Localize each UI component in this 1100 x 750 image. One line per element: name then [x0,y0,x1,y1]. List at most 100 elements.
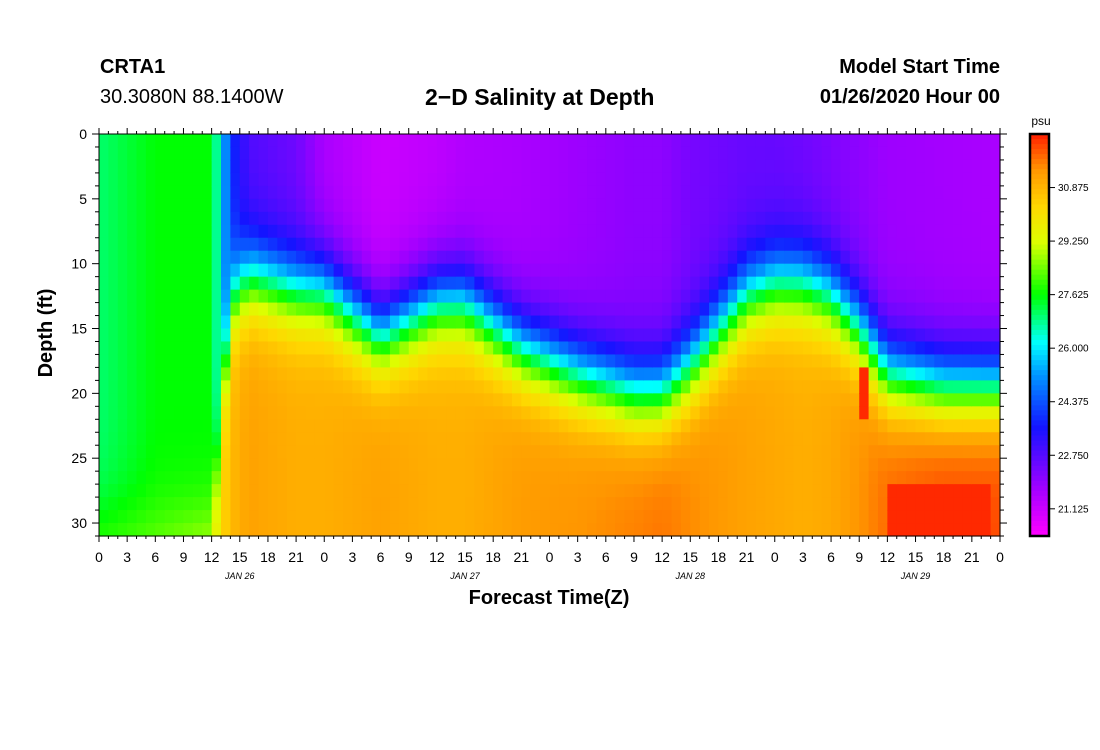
heatmap-cell [924,523,935,537]
heatmap-cell [896,250,907,265]
heatmap-cell [333,224,344,239]
heatmap-cell [192,263,203,278]
heatmap-cell [812,510,823,524]
heatmap-cell [145,393,156,407]
heatmap-cell [258,263,269,278]
heatmap-cell [859,393,870,407]
heatmap-cell [849,289,860,304]
heatmap-cell [896,159,907,174]
heatmap-cell [915,523,926,537]
heatmap-cell [962,315,973,330]
heatmap-cell [915,445,926,459]
heatmap-cell [521,211,532,226]
heatmap-cell [615,458,626,472]
heatmap-cell [314,458,325,472]
heatmap-cell [239,510,250,524]
heatmap-cell [709,289,720,304]
heatmap-cell [652,250,663,265]
heatmap-cell [239,134,250,148]
heatmap-cell [192,523,203,537]
heatmap-cell [765,146,776,161]
heatmap-cell [418,328,429,343]
heatmap-cell [127,315,138,330]
heatmap-cell [502,445,513,459]
heatmap-cell [831,302,842,317]
heatmap-cell [408,237,419,252]
colorbar-segment [1030,174,1049,180]
heatmap-cell [446,315,457,330]
heatmap-cell [427,198,438,213]
heatmap-cell [774,458,785,472]
heatmap-cell [652,276,663,291]
heatmap-cell [202,367,213,381]
heatmap-cell [155,315,166,330]
heatmap-cell [887,484,898,498]
heatmap-cell [849,341,860,356]
heatmap-cell [521,367,532,381]
heatmap-cell [812,523,823,537]
heatmap-cell [258,328,269,343]
heatmap-cell [605,497,616,511]
heatmap-cell [699,263,710,278]
heatmap-cell [953,134,964,148]
heatmap-cell [333,432,344,446]
heatmap-cell [784,289,795,304]
heatmap-cell [174,289,185,304]
heatmap-cell [990,211,1001,226]
heatmap-cell [427,484,438,498]
heatmap-cell [540,211,551,226]
heatmap-cell [436,211,447,226]
heatmap-cell [840,211,851,226]
heatmap-cell [784,367,795,381]
x-tick-label: 12 [880,549,896,565]
heatmap-cell [868,198,879,213]
heatmap-cell [286,172,297,187]
heatmap-cell [474,432,485,446]
heatmap-cell [324,393,335,407]
heatmap-cell [436,354,447,369]
heatmap-cell [183,237,194,252]
heatmap-cell [549,224,560,239]
heatmap-cell [108,315,119,330]
heatmap-cell [662,302,673,317]
heatmap-cell [483,185,494,200]
heatmap-cell [671,185,682,200]
heatmap-cell [455,380,466,394]
heatmap-cell [249,523,260,537]
heatmap-cell [624,445,635,459]
heatmap-cell [831,289,842,304]
heatmap-cell [305,315,316,330]
heatmap-cell [418,276,429,291]
heatmap-cell [924,393,935,407]
heatmap-cell [981,185,992,200]
heatmap-cell [953,406,964,420]
heatmap-cell [530,159,541,174]
heatmap-cell [802,471,813,485]
heatmap-cell [774,380,785,394]
heatmap-cell [709,471,720,485]
heatmap-cell [887,185,898,200]
heatmap-cell [230,172,241,187]
heatmap-cell [906,302,917,317]
heatmap-cell [202,237,213,252]
heatmap-cell [192,432,203,446]
heatmap-cell [896,419,907,433]
heatmap-cell [389,302,400,317]
heatmap-cell [981,432,992,446]
heatmap-cell [821,354,832,369]
heatmap-cell [333,289,344,304]
heatmap-cell [793,393,804,407]
heatmap-cell [436,523,447,537]
heatmap-cell [615,471,626,485]
heatmap-cell [211,484,222,498]
heatmap-cell [418,185,429,200]
heatmap-cell [352,458,363,472]
heatmap-cell [981,471,992,485]
heatmap-cell [436,302,447,317]
heatmap-cell [727,328,738,343]
heatmap-cell [202,341,213,356]
heatmap-cell [211,341,222,356]
heatmap-cell [934,211,945,226]
heatmap-cell [624,367,635,381]
heatmap-cell [155,211,166,226]
